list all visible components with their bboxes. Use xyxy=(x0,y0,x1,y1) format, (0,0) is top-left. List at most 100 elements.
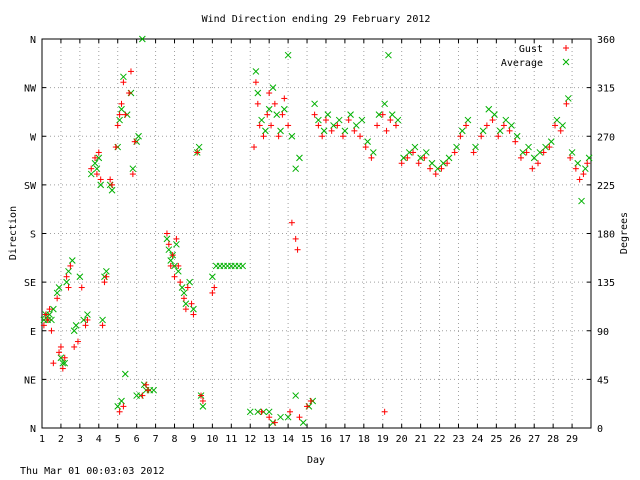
legend-marker-average xyxy=(562,58,570,66)
average-point xyxy=(400,154,407,162)
gust-point xyxy=(95,149,102,156)
average-point xyxy=(559,122,566,129)
gust-point xyxy=(182,306,189,313)
gust-point xyxy=(173,235,180,242)
average-point xyxy=(375,111,383,118)
gust-point xyxy=(368,154,375,161)
gust-point xyxy=(118,100,125,107)
gust-point xyxy=(444,160,451,167)
average-point xyxy=(61,359,69,367)
average-point xyxy=(335,116,343,124)
gust-point xyxy=(296,414,303,421)
data-points xyxy=(40,35,593,426)
gust-point xyxy=(576,176,583,183)
legend-label-gust: Gust xyxy=(519,44,543,55)
average-point xyxy=(84,311,91,318)
average-point xyxy=(120,73,127,81)
average-point xyxy=(173,240,180,248)
average-point xyxy=(165,246,173,254)
gust-point xyxy=(404,154,411,161)
average-point xyxy=(129,165,137,173)
average-point xyxy=(174,267,182,275)
average-point xyxy=(167,257,175,264)
average-point xyxy=(97,181,105,189)
legend-markers xyxy=(562,45,570,66)
x-tick-label: 13 xyxy=(263,434,275,445)
average-point xyxy=(46,311,53,318)
gust-point xyxy=(266,90,273,97)
gust-point xyxy=(345,117,352,124)
average-point xyxy=(254,89,262,97)
average-point xyxy=(195,143,203,151)
gust-point xyxy=(59,365,66,372)
average-point xyxy=(585,154,593,162)
gust-point xyxy=(512,138,519,145)
x-tick-label: 16 xyxy=(320,434,332,445)
average-point xyxy=(254,408,262,416)
gust-point xyxy=(381,408,388,415)
gust-point xyxy=(580,171,587,178)
plot-frame xyxy=(41,38,592,429)
average-point xyxy=(284,51,292,59)
average-point xyxy=(93,165,101,173)
x-tick-label: 4 xyxy=(96,434,102,445)
average-point xyxy=(496,127,504,135)
gust-point xyxy=(116,111,123,118)
y2-axis-label: Degrees xyxy=(619,212,630,254)
average-point xyxy=(417,154,424,162)
average-point xyxy=(180,289,188,297)
gust-point xyxy=(398,160,405,167)
gust-point xyxy=(421,154,428,161)
average-point xyxy=(48,316,55,324)
average-point xyxy=(116,116,123,124)
x-tick-label: 24 xyxy=(471,434,483,445)
average-point xyxy=(428,159,436,167)
gust-point xyxy=(572,165,579,172)
gust-point xyxy=(523,149,530,156)
average-point xyxy=(55,284,63,291)
x-tick-label: 17 xyxy=(339,434,351,445)
gust-point xyxy=(116,408,123,415)
gust-point xyxy=(463,122,470,129)
x-tick-label: 15 xyxy=(301,434,313,445)
average-point xyxy=(288,132,296,140)
gust-point xyxy=(495,133,502,140)
legend: Gust Average xyxy=(501,44,570,69)
x-tick-label: 18 xyxy=(358,434,370,445)
gust-point xyxy=(251,144,258,151)
average-point xyxy=(103,267,110,275)
gust-point xyxy=(410,149,417,156)
gust-point xyxy=(46,306,53,313)
gust-point xyxy=(82,322,89,329)
gust-point xyxy=(184,284,191,291)
average-point xyxy=(277,127,284,135)
y2-tick-label: 90 xyxy=(597,327,609,338)
gust-point xyxy=(93,171,100,178)
average-point xyxy=(464,116,472,124)
gust-point xyxy=(57,343,64,350)
average-point xyxy=(542,143,549,151)
y2-tick-label: 180 xyxy=(597,230,615,241)
gust-point xyxy=(292,235,299,242)
x-tick-label: 9 xyxy=(190,434,196,445)
average-point xyxy=(95,154,103,162)
gust-point xyxy=(78,284,85,291)
average-point xyxy=(547,138,555,146)
average-point xyxy=(513,132,521,140)
x-tick-label: 12 xyxy=(244,434,256,445)
gust-point xyxy=(145,387,152,394)
gust-point xyxy=(112,144,119,151)
average-point xyxy=(76,273,84,281)
gust-point xyxy=(540,149,547,156)
y2-tick-label: 0 xyxy=(597,424,603,435)
gust-point xyxy=(489,117,496,124)
average-point xyxy=(63,278,70,286)
x-tick-label: 8 xyxy=(172,434,178,445)
gust-point xyxy=(190,311,197,318)
average-point xyxy=(485,105,493,113)
x-tick-label: 5 xyxy=(115,434,121,445)
gust-point xyxy=(74,338,81,345)
gust-point xyxy=(99,322,106,329)
average-point xyxy=(330,122,337,129)
